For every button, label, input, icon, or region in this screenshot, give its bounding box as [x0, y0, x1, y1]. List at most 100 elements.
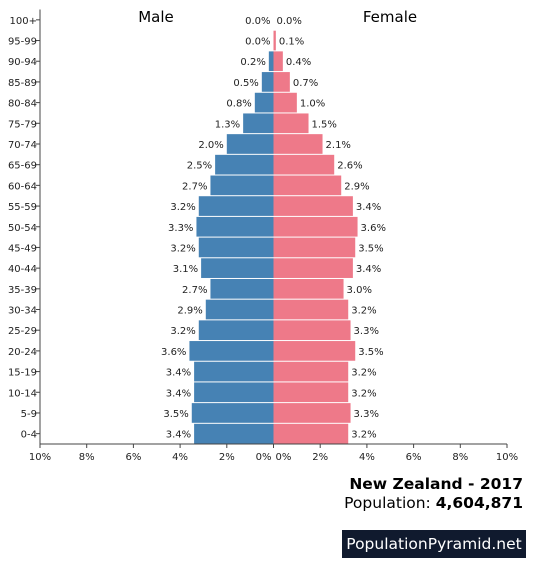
label-female-35-39: 3.0%	[347, 285, 372, 296]
y-tick-label-45-49: 45-49	[8, 243, 37, 254]
bar-male-85-89	[261, 72, 274, 92]
label-female-55-59: 3.4%	[356, 202, 381, 213]
bar-female-70-74	[273, 134, 323, 154]
label-male-10-14: 3.4%	[166, 388, 191, 399]
label-female-5-9: 3.3%	[354, 409, 379, 420]
y-tick-label-20-24: 20-24	[8, 347, 37, 358]
x-tick-label-left-4: 2%	[219, 452, 235, 463]
bar-female-95-99	[273, 30, 276, 51]
label-female-85-89: 0.7%	[293, 78, 318, 89]
bar-female-80-84	[273, 92, 297, 113]
y-tick-label-0-4: 0-4	[21, 430, 37, 441]
y-tick-label-65-69: 65-69	[8, 161, 37, 172]
bar-male-50-54	[196, 216, 274, 237]
y-tick-label-90-94: 90-94	[8, 57, 37, 68]
bar-female-35-39	[273, 278, 344, 299]
label-female-15-19: 3.2%	[351, 368, 376, 379]
label-female-0-4: 3.2%	[351, 430, 376, 441]
label-female-20-24: 3.5%	[358, 347, 383, 358]
bar-female-90-94	[273, 51, 283, 72]
y-tick-label-50-54: 50-54	[8, 223, 37, 234]
legend-male: Male	[138, 8, 174, 26]
y-tick-label-100+: 100+	[10, 16, 37, 27]
label-female-30-34: 3.2%	[351, 306, 376, 317]
label-male-100+: 0.0%	[245, 16, 270, 27]
y-tick-label-40-44: 40-44	[8, 264, 37, 275]
x-tick-label-right-5: 10%	[496, 452, 518, 463]
y-tick-label-10-14: 10-14	[8, 388, 37, 399]
bar-male-25-29	[198, 320, 274, 341]
label-female-60-64: 2.9%	[344, 181, 369, 192]
y-tick-label-30-34: 30-34	[8, 306, 37, 317]
country-year-label: New Zealand - 2017	[349, 475, 523, 493]
label-male-90-94: 0.2%	[240, 57, 265, 68]
label-male-65-69: 2.5%	[187, 161, 212, 172]
label-female-100+: 0.0%	[277, 16, 302, 27]
bar-male-35-39	[210, 278, 274, 299]
label-male-0-4: 3.4%	[166, 430, 191, 441]
bar-female-10-14	[273, 382, 349, 403]
label-female-40-44: 3.4%	[356, 264, 381, 275]
x-tick-label-left-5: 0%	[256, 452, 272, 463]
label-male-60-64: 2.7%	[182, 181, 207, 192]
y-tick-label-70-74: 70-74	[8, 140, 37, 151]
bar-female-75-79	[273, 113, 309, 134]
label-female-95-99: 0.1%	[279, 37, 304, 48]
bar-female-50-54	[273, 216, 358, 237]
label-male-35-39: 2.7%	[182, 285, 207, 296]
bar-male-0-4	[194, 423, 274, 444]
bar-female-85-89	[273, 72, 290, 92]
x-tick-label-right-1: 2%	[312, 452, 328, 463]
population-label-text: Population:	[344, 494, 436, 512]
y-tick-label-35-39: 35-39	[8, 285, 37, 296]
populationpyramid-logo[interactable]: PopulationPyramid.net	[342, 530, 526, 558]
bar-female-30-34	[273, 299, 349, 320]
bar-female-65-69	[273, 154, 335, 175]
label-male-55-59: 3.2%	[170, 202, 195, 213]
population-pyramid-chart: Male Female 100+ 0.0% 0.0% 95-99 0.0% 0.1% 90-94…	[8, 8, 518, 463]
x-tick-label-right-0: 0%	[276, 452, 292, 463]
x-tick-label-right-2: 4%	[359, 452, 375, 463]
label-female-45-49: 3.5%	[358, 243, 383, 254]
x-tick-label-right-4: 8%	[452, 452, 468, 463]
bar-female-5-9	[273, 403, 351, 423]
x-tick-label-left-0: 10%	[29, 452, 51, 463]
bar-male-80-84	[254, 92, 274, 113]
label-female-65-69: 2.6%	[337, 161, 362, 172]
population-value: 4,604,871	[435, 494, 523, 512]
bar-female-45-49	[273, 237, 356, 258]
bar-female-55-59	[273, 196, 353, 216]
y-tick-label-15-19: 15-19	[8, 368, 37, 379]
y-tick-label-80-84: 80-84	[8, 99, 37, 110]
y-tick-label-25-29: 25-29	[8, 326, 37, 337]
bar-male-55-59	[198, 196, 274, 216]
label-male-15-19: 3.4%	[166, 368, 191, 379]
label-male-95-99: 0.0%	[245, 37, 270, 48]
label-male-85-89: 0.5%	[233, 78, 258, 89]
population-label: Population: 4,604,871	[344, 494, 523, 512]
bar-male-70-74	[226, 134, 274, 154]
label-male-45-49: 3.2%	[170, 243, 195, 254]
bar-female-25-29	[273, 320, 351, 341]
bar-male-5-9	[191, 403, 274, 423]
x-tick-label-left-2: 6%	[125, 452, 141, 463]
label-male-20-24: 3.6%	[161, 347, 186, 358]
label-male-75-79: 1.3%	[215, 119, 240, 130]
label-female-25-29: 3.3%	[354, 326, 379, 337]
bar-male-90-94	[268, 51, 274, 72]
legend-female: Female	[363, 8, 417, 26]
label-male-30-34: 2.9%	[177, 306, 202, 317]
label-male-40-44: 3.1%	[173, 264, 198, 275]
label-female-75-79: 1.5%	[312, 119, 337, 130]
label-male-5-9: 3.5%	[163, 409, 188, 420]
bar-male-10-14	[194, 382, 274, 403]
label-male-25-29: 3.2%	[170, 326, 195, 337]
label-female-80-84: 1.0%	[300, 99, 325, 110]
bar-female-60-64	[273, 175, 342, 196]
y-tick-label-95-99: 95-99	[8, 37, 37, 48]
label-male-70-74: 2.0%	[198, 140, 223, 151]
bar-male-75-79	[243, 113, 274, 134]
bar-female-0-4	[273, 423, 349, 444]
bar-male-20-24	[189, 341, 274, 361]
bar-female-20-24	[273, 341, 356, 361]
